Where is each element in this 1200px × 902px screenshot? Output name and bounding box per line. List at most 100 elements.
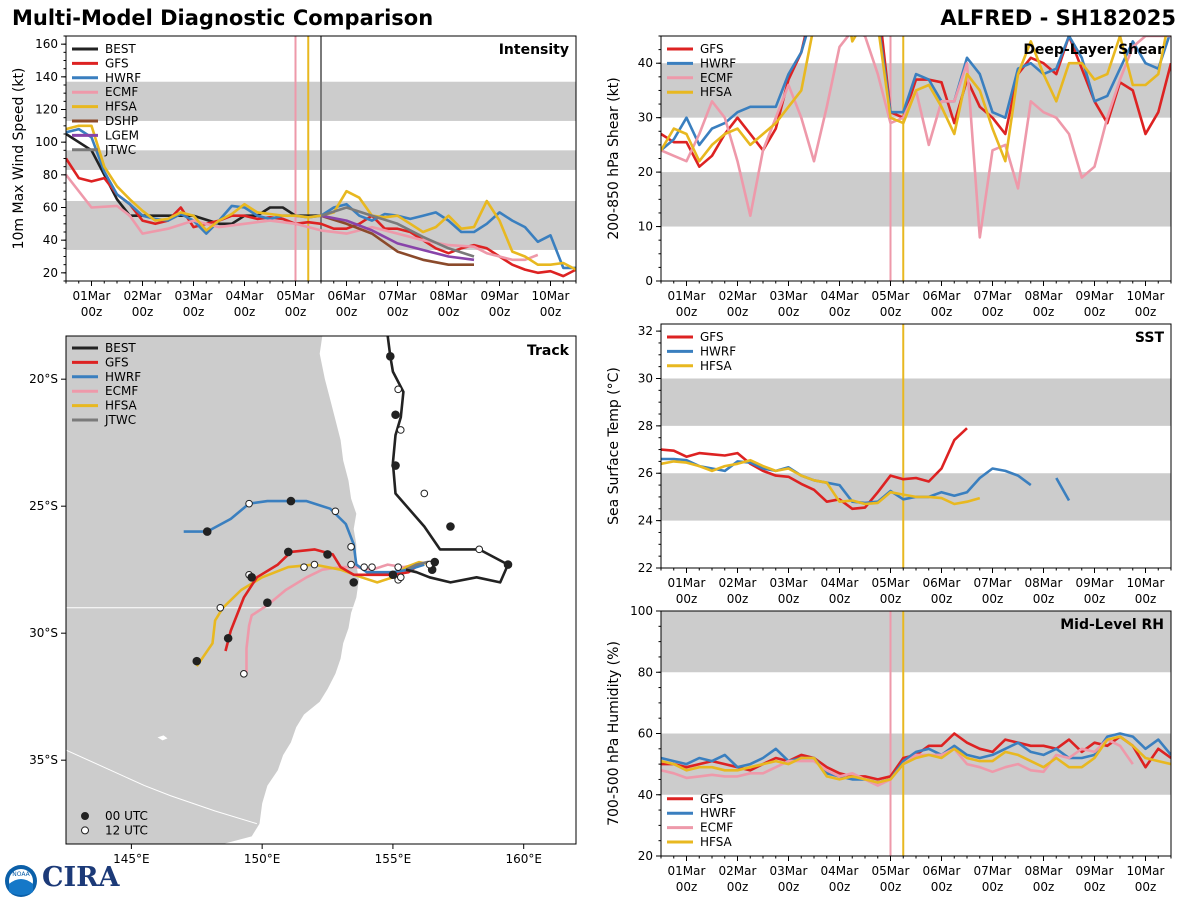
- y-tick-label: 20: [638, 849, 653, 863]
- y-axis-label: 10m Max Wind Speed (kt): [11, 68, 27, 250]
- x-tick-label-date: 05Mar: [872, 289, 910, 303]
- x-tick-label-date: 03Mar: [770, 289, 808, 303]
- x-tick-label-hour: 00z: [336, 305, 358, 319]
- legend-label: GFS: [105, 355, 129, 369]
- x-tick-label-date: 08Mar: [1025, 289, 1063, 303]
- y-tick-label: 60: [638, 727, 653, 741]
- legend-label: BEST: [105, 341, 136, 355]
- x-tick-label-date: 02Mar: [719, 576, 757, 590]
- latitude-label: 20°S: [29, 372, 58, 386]
- storm-id-title: ALFRED - SH182025: [940, 6, 1176, 30]
- plot-area-rh: [661, 611, 1171, 856]
- track-point-12utc: [331, 507, 340, 516]
- track-point-00utc: [323, 550, 332, 559]
- x-tick-label-date: 04Mar: [226, 289, 264, 303]
- track-point-00utc: [430, 557, 440, 567]
- x-tick-label-date: 05Mar: [872, 864, 910, 878]
- x-tick-label-date: 02Mar: [124, 289, 162, 303]
- x-tick-label-date: 07Mar: [974, 576, 1012, 590]
- y-axis-label: Sea Surface Temp (°C): [606, 367, 622, 525]
- x-tick-label-hour: 00z: [880, 592, 902, 606]
- state-border-vic: [144, 785, 258, 825]
- legend-label: DSHP: [105, 114, 138, 128]
- plot-area-sst: [661, 324, 1171, 568]
- x-tick-label-date: 02Mar: [719, 289, 757, 303]
- x-tick-label-hour: 00z: [81, 305, 103, 319]
- track-point-12utc: [420, 489, 429, 498]
- y-tick-label: 30: [638, 371, 653, 385]
- legend-label: ECMF: [700, 71, 733, 85]
- series-line-dshp: [320, 214, 474, 266]
- y-tick-label: 26: [638, 466, 653, 480]
- x-tick-label-hour: 00z: [1135, 305, 1157, 319]
- legend-label: HFSA: [700, 835, 733, 849]
- y-tick-label: 22: [638, 561, 653, 575]
- x-tick-label-hour: 00z: [1033, 880, 1055, 894]
- x-tick-label-date: 01Mar: [668, 576, 706, 590]
- y-axis-label: 200-850 hPa Shear (kt): [606, 77, 622, 239]
- y-tick-label: 100: [35, 135, 58, 149]
- panel-rh: 01Mar 00z 02Mar 00z 03Mar 00z 04Mar 00z 05Mar 00z…: [606, 604, 1172, 894]
- x-tick-label-date: 07Mar: [974, 864, 1012, 878]
- track-point-12utc: [394, 385, 402, 394]
- noaa-logo-icon: NOAA: [5, 865, 37, 897]
- longitude-label: 155°E: [375, 852, 412, 866]
- panel-label: SST: [1135, 330, 1165, 346]
- series-line-gfs: [661, 427, 968, 511]
- map-area: [66, 336, 513, 844]
- track-point-12utc: [360, 563, 368, 571]
- threshold-band: [661, 611, 1171, 673]
- x-tick-label-date: 09Mar: [1076, 576, 1114, 590]
- x-tick-label-hour: 00z: [1135, 592, 1157, 606]
- y-tick-label: 40: [638, 56, 653, 70]
- track-point-00utc: [391, 461, 400, 470]
- latitude-label: 25°S: [29, 499, 58, 513]
- legend-label: 12 UTC: [105, 823, 148, 837]
- panel-label: Mid-Level RH: [1060, 617, 1164, 633]
- track-point-12utc: [310, 560, 319, 569]
- x-tick-label-date: 03Mar: [175, 289, 213, 303]
- x-tick-label-date: 07Mar: [974, 289, 1012, 303]
- figure-title: Multi-Model Diagnostic Comparison: [12, 6, 434, 30]
- x-tick-label-date: 01Mar: [73, 289, 111, 303]
- x-tick-label-hour: 00z: [438, 305, 460, 319]
- y-tick-label: 32: [638, 324, 653, 338]
- x-tick-label-hour: 00z: [234, 305, 256, 319]
- latitude-label: 30°S: [29, 626, 58, 640]
- panel-shear: 01Mar 00z 02Mar 00z 03Mar 00z 04Mar 00z 05Mar 00z…: [606, 35, 1172, 319]
- legend-label: GFS: [700, 792, 724, 806]
- legend-label: ECMF: [105, 85, 138, 99]
- x-tick-label-hour: 00z: [132, 305, 154, 319]
- track-line-gfs: [224, 548, 420, 652]
- track-line-hwrf: [183, 499, 425, 574]
- legend-label: 00 UTC: [105, 809, 148, 823]
- x-tick-label-date: 08Mar: [430, 289, 468, 303]
- panel-label: Track: [527, 343, 570, 359]
- legend-label: HWRF: [700, 806, 736, 820]
- panel-intensity: 01Mar 00z 02Mar 00z 03Mar 00z 04Mar 00z 05Mar 00z…: [11, 35, 577, 319]
- x-tick-label-hour: 00z: [676, 592, 698, 606]
- track-point-12utc: [396, 426, 405, 434]
- series-line-gfs: [66, 157, 576, 278]
- track-point-00utc: [192, 656, 202, 666]
- plot-area-intensity: [66, 36, 576, 281]
- legend-label: HFSA: [700, 359, 733, 373]
- track-point-00utc: [446, 522, 455, 531]
- legend-label: LGEM: [105, 128, 139, 142]
- land-mass: [66, 336, 359, 844]
- track-point-00utc: [391, 410, 400, 420]
- x-tick-label-hour: 00z: [778, 305, 800, 319]
- x-tick-label-hour: 00z: [829, 305, 851, 319]
- x-tick-label-hour: 00z: [676, 305, 698, 319]
- series-line-ecmf: [66, 174, 539, 262]
- track-point-12utc: [475, 545, 484, 554]
- y-tick-label: 80: [43, 168, 58, 182]
- y-tick-label: 140: [35, 70, 58, 84]
- series-line-gfs: [661, 36, 1171, 168]
- legend-label: HFSA: [105, 399, 138, 413]
- track-point-12utc: [240, 670, 248, 678]
- x-tick-label-hour: 00z: [982, 305, 1004, 319]
- y-tick-label: 28: [638, 419, 653, 433]
